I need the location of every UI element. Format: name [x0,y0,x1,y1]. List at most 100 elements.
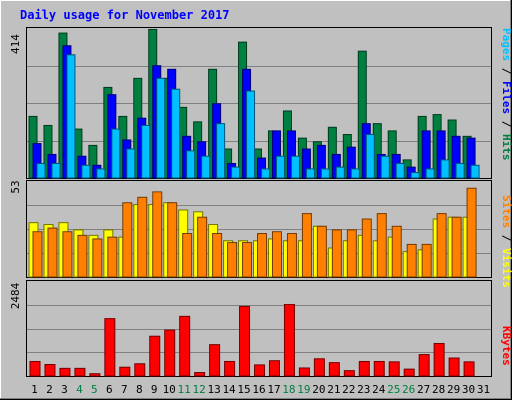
x-label-day-11: 11 [178,383,191,396]
bar-pages-day-4 [81,164,91,179]
bar-sites-day-9 [152,191,163,278]
bar-pages-day-17 [275,155,285,179]
bar-pages-day-10 [171,88,181,179]
bar-sites-day-17 [271,231,282,278]
bar-kbytes-day-25 [388,361,400,377]
bar-kbytes-day-26 [403,368,415,377]
x-label-day-20: 20 [312,383,325,396]
bar-kbytes-day-28 [433,342,445,377]
panel-hits-files-pages [26,27,492,179]
chart-panels [26,27,492,377]
bar-kbytes-day-22 [343,370,355,377]
bar-pages-day-27 [425,168,435,179]
legend-pages: Pages [500,28,512,61]
bar-kbytes-day-12 [194,372,206,377]
bar-sites-day-18 [286,233,297,278]
bar-sites-day-25 [391,225,402,278]
bar-sites-day-22 [346,229,357,278]
bar-pages-day-18 [290,155,300,179]
bar-pages-day-30 [470,164,480,179]
x-label-day-16: 16 [252,383,265,396]
bar-pages-day-24 [380,155,390,179]
x-label-day-6: 6 [106,383,113,396]
legend-files: Files [500,81,512,114]
bar-kbytes-day-11 [179,315,191,377]
bar-kbytes-day-30 [463,361,475,377]
panel-visits-sites [26,180,492,278]
legend-visits: Visits [500,248,512,288]
bar-kbytes-day-20 [313,358,325,377]
bar-kbytes-day-5 [89,373,101,377]
ymax-label-hits: 414 [9,34,22,54]
bar-sites-day-28 [436,213,447,278]
bar-pages-day-19 [305,168,315,179]
bar-sites-day-11 [182,233,193,278]
bar-sites-day-23 [361,218,372,278]
x-label-day-29: 29 [447,383,460,396]
x-label-day-1: 1 [31,383,38,396]
x-label-day-3: 3 [61,383,68,396]
chart-title: Daily usage for November 2017 [20,8,230,22]
legend-hits: Hits [500,134,512,161]
x-label-day-4: 4 [76,383,83,396]
bar-pages-day-3 [66,54,76,179]
x-label-day-10: 10 [163,383,176,396]
bar-kbytes-day-15 [239,305,251,377]
x-label-day-14: 14 [222,383,236,396]
bar-sites-day-20 [316,225,327,278]
bar-pages-day-8 [141,124,151,179]
x-label-day-7: 7 [121,383,128,396]
bar-pages-day-9 [156,77,166,179]
x-label-day-15: 15 [237,383,250,396]
bar-sites-day-19 [301,213,312,278]
bar-pages-day-11 [186,150,196,179]
bar-kbytes-day-29 [448,357,460,377]
bar-kbytes-day-21 [328,362,340,377]
x-label-day-31: 31 [477,383,490,396]
x-axis-day-labels: 1 2 3 4 5 6 7 8 9 10 11 12 13 14 15 16 17 18 19 20 21 22 23 24 2… [31,383,490,396]
bar-sites-day-27 [421,243,432,278]
ymax-label-visits: 53 [9,180,22,193]
svg-text:Sites / Visits: Sites / Visits [500,195,512,288]
bar-sites-day-8 [137,196,148,278]
bar-pages-day-28 [440,159,450,179]
legend-sites: Sites [500,195,512,228]
bar-kbytes-day-13 [209,344,221,377]
bar-pages-day-7 [126,148,136,179]
bar-pages-day-15 [246,90,256,179]
bar-kbytes-day-10 [164,329,176,377]
bar-pages-day-29 [455,163,465,179]
svg-text:Pages / Files / Hits: Pages / Files / Hits [500,28,512,161]
bar-pages-day-12 [201,155,211,179]
legend-kbytes: KBytes [500,326,512,366]
bar-pages-day-23 [365,134,375,179]
bar-sites-day-29 [451,216,462,278]
x-label-day-17: 17 [267,383,280,396]
bar-pages-day-13 [216,123,226,179]
bar-kbytes-day-23 [358,360,370,377]
panel-kbytes [26,280,492,377]
bar-pages-day-16 [261,168,271,179]
x-label-day-28: 28 [432,383,445,396]
x-label-day-9: 9 [151,383,158,396]
bar-kbytes-day-2 [44,364,56,377]
bar-kbytes-day-1 [29,360,41,377]
bar-sites-day-2 [47,227,58,278]
bar-sites-day-10 [167,202,178,278]
bar-sites-day-30 [466,187,477,278]
bar-sites-day-14 [227,242,238,278]
bar-sites-day-12 [197,216,208,278]
bar-kbytes-day-24 [373,360,385,377]
bar-pages-day-21 [335,166,345,179]
x-label-day-23: 23 [357,383,370,396]
x-label-day-18: 18 [282,383,295,396]
bar-kbytes-day-9 [149,335,161,377]
bar-sites-day-21 [331,229,342,278]
bar-kbytes-day-18 [283,303,295,377]
bar-sites-day-15 [242,242,253,278]
bar-sites-day-13 [212,233,223,278]
bar-kbytes-day-27 [418,354,430,377]
bar-kbytes-day-4 [74,367,86,377]
bar-sites-day-26 [406,243,417,278]
